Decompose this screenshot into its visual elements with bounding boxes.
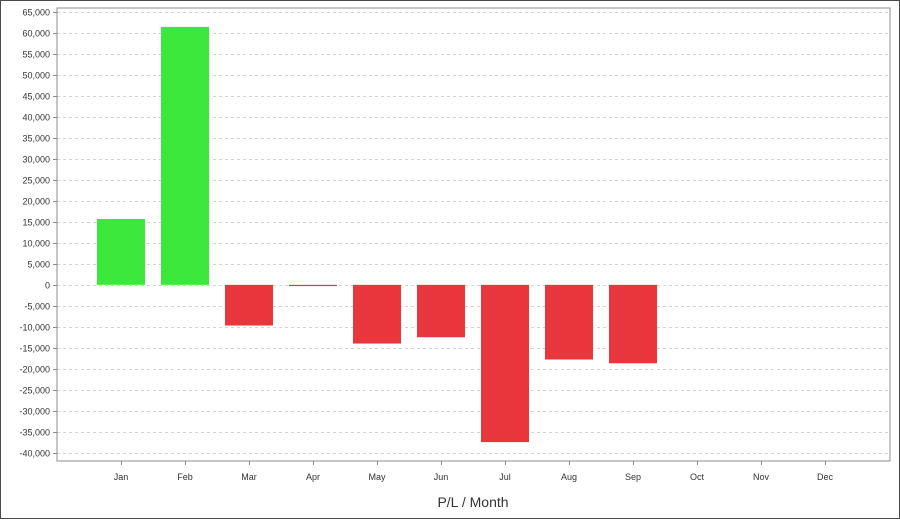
bar-may xyxy=(353,284,401,344)
x-tick-label: Feb xyxy=(177,472,193,482)
y-tick-label: -5,000 xyxy=(24,302,50,312)
tick-labels: 65,000 60,000 55,000 50,000 45,000 40,000 35,0… xyxy=(19,8,833,483)
y-tick-label: 30,000 xyxy=(22,155,50,165)
y-tick-label: 15,000 xyxy=(22,218,50,228)
y-tick-label: 25,000 xyxy=(22,176,50,186)
y-tick-label: 20,000 xyxy=(22,197,50,207)
y-tick-label: -40,000 xyxy=(19,449,50,459)
y-tick-label: 35,000 xyxy=(22,134,50,144)
y-tick-label: 45,000 xyxy=(22,92,50,102)
bar-apr xyxy=(289,284,337,287)
bars xyxy=(97,26,657,443)
x-tick-label: May xyxy=(368,472,386,482)
x-tick-label: Jan xyxy=(114,472,129,482)
x-tick-label: Aug xyxy=(561,472,577,482)
axes xyxy=(53,7,891,465)
y-tick-label: 10,000 xyxy=(22,239,50,249)
bar-mar xyxy=(225,284,273,326)
x-tick-label: Jul xyxy=(499,472,511,482)
y-tick-label: 50,000 xyxy=(22,71,50,81)
x-tick-label: Nov xyxy=(753,472,770,482)
bar-aug xyxy=(545,284,593,360)
bar-feb xyxy=(161,26,209,285)
bar-jul xyxy=(481,284,529,443)
bar-jun xyxy=(417,284,465,338)
y-tick-label: -15,000 xyxy=(19,344,50,354)
x-tick-label: Dec xyxy=(817,472,834,482)
x-tick-label: Mar xyxy=(241,472,257,482)
x-tick-label: Sep xyxy=(625,472,641,482)
y-tick-label: 5,000 xyxy=(27,260,50,270)
y-tick-label: 60,000 xyxy=(22,29,50,39)
y-tick-label: -20,000 xyxy=(19,365,50,375)
x-tick-label: Apr xyxy=(306,472,320,482)
y-tick-label: 55,000 xyxy=(22,50,50,60)
y-tick-label: 40,000 xyxy=(22,113,50,123)
y-tick-label: 0 xyxy=(45,281,50,291)
x-tick-label: Oct xyxy=(690,472,705,482)
y-tick-label: -35,000 xyxy=(19,428,50,438)
y-tick-label: 65,000 xyxy=(22,8,50,18)
bar-sep xyxy=(609,284,657,364)
y-tick-label: -30,000 xyxy=(19,407,50,417)
bar-jan xyxy=(97,218,145,285)
y-tick-label: -25,000 xyxy=(19,386,50,396)
x-tick-label: Jun xyxy=(434,472,449,482)
plot-area-border xyxy=(56,7,891,462)
y-tick-label: -10,000 xyxy=(19,323,50,333)
x-axis-title: P/L / Month xyxy=(437,494,508,510)
